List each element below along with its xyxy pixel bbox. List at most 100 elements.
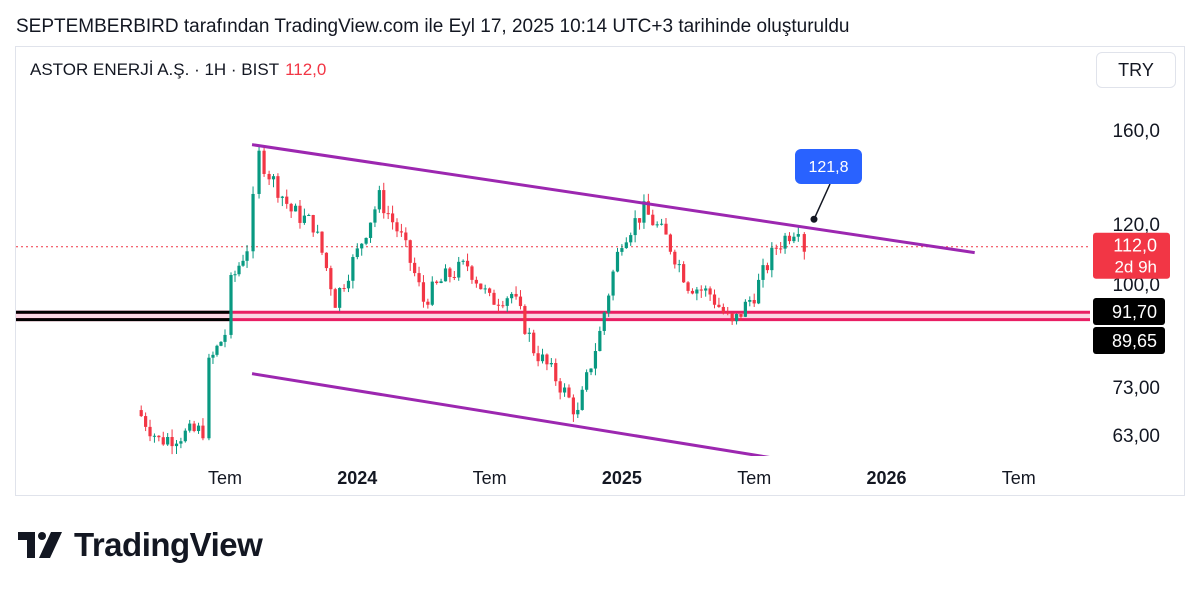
- candle-body[interactable]: [351, 257, 355, 281]
- candle-body[interactable]: [289, 203, 293, 212]
- candle-body[interactable]: [483, 288, 487, 290]
- candle-body[interactable]: [686, 282, 690, 291]
- candle-body[interactable]: [549, 362, 553, 365]
- candle-body[interactable]: [651, 214, 655, 226]
- candle-body[interactable]: [267, 173, 271, 180]
- candle-body[interactable]: [802, 234, 806, 252]
- candle-body[interactable]: [576, 409, 580, 415]
- candle-body[interactable]: [426, 301, 430, 305]
- candle-body[interactable]: [457, 261, 461, 278]
- annotation-anchor[interactable]: [810, 215, 818, 223]
- candle-body[interactable]: [461, 260, 465, 262]
- candle-body[interactable]: [567, 387, 571, 398]
- candle-body[interactable]: [368, 222, 373, 238]
- candle-body[interactable]: [373, 209, 377, 223]
- trendline-lower[interactable]: [251, 372, 798, 462]
- candle-body[interactable]: [166, 437, 170, 445]
- candle-body[interactable]: [241, 260, 245, 266]
- candle-body[interactable]: [540, 354, 545, 362]
- candle-body[interactable]: [677, 264, 681, 266]
- candle-body[interactable]: [329, 268, 333, 290]
- candle-body[interactable]: [404, 232, 408, 241]
- candle-body[interactable]: [743, 301, 747, 317]
- candle-body[interactable]: [721, 306, 725, 313]
- candle-body[interactable]: [554, 362, 558, 382]
- candle-body[interactable]: [488, 288, 492, 293]
- candle-body[interactable]: [607, 295, 611, 313]
- candle-body[interactable]: [382, 190, 386, 214]
- candle-body[interactable]: [223, 334, 227, 342]
- candle-body[interactable]: [360, 243, 364, 249]
- candle-body[interactable]: [734, 314, 739, 322]
- candle-body[interactable]: [338, 288, 342, 308]
- candle-body[interactable]: [682, 264, 686, 283]
- candle-body[interactable]: [748, 299, 752, 302]
- candle-body[interactable]: [174, 443, 179, 447]
- candle-body[interactable]: [562, 387, 567, 393]
- candle-body[interactable]: [192, 423, 196, 432]
- candle-body[interactable]: [257, 150, 261, 194]
- candle-body[interactable]: [170, 437, 174, 447]
- candle-body[interactable]: [518, 296, 523, 307]
- candle-body[interactable]: [673, 251, 677, 265]
- candle-body[interactable]: [298, 205, 302, 223]
- candle-body[interactable]: [496, 304, 501, 306]
- candle-body[interactable]: [311, 215, 315, 233]
- candle-body[interactable]: [474, 279, 478, 284]
- candle-body[interactable]: [443, 268, 448, 282]
- candle-body[interactable]: [233, 274, 237, 276]
- candle-body[interactable]: [139, 410, 143, 417]
- candle-body[interactable]: [479, 283, 483, 290]
- candle-body[interactable]: [302, 215, 306, 223]
- candle-body[interactable]: [501, 305, 505, 307]
- candle-body[interactable]: [293, 205, 298, 212]
- candle-body[interactable]: [333, 289, 337, 308]
- candle-body[interactable]: [285, 196, 289, 204]
- candle-body[interactable]: [271, 176, 276, 180]
- candle-body[interactable]: [514, 293, 518, 297]
- candle-body[interactable]: [536, 353, 540, 362]
- candle-body[interactable]: [148, 426, 152, 437]
- candle-body[interactable]: [611, 271, 615, 296]
- candle-body[interactable]: [642, 201, 646, 223]
- candle-body[interactable]: [211, 354, 215, 358]
- candle-body[interactable]: [690, 290, 695, 294]
- candle-body[interactable]: [523, 306, 527, 334]
- candle-body[interactable]: [571, 397, 575, 415]
- candle-body[interactable]: [580, 389, 584, 410]
- candle-body[interactable]: [188, 423, 192, 431]
- candle-body[interactable]: [765, 265, 770, 271]
- candle-body[interactable]: [399, 231, 403, 233]
- candle-body[interactable]: [465, 260, 470, 267]
- candle-body[interactable]: [602, 312, 606, 331]
- annotation-callout[interactable]: [795, 149, 862, 184]
- candle-body[interactable]: [417, 273, 421, 283]
- candle-body[interactable]: [633, 218, 637, 236]
- tradingview-logo[interactable]: TradingView: [18, 526, 263, 564]
- candle-body[interactable]: [144, 416, 148, 427]
- candle-body[interactable]: [386, 213, 390, 215]
- candle-body[interactable]: [157, 435, 161, 438]
- candle-body[interactable]: [593, 351, 598, 369]
- candle-body[interactable]: [430, 281, 434, 305]
- candle-body[interactable]: [558, 381, 562, 393]
- candle-body[interactable]: [342, 288, 346, 290]
- candle-body[interactable]: [585, 372, 589, 390]
- candle-body[interactable]: [452, 276, 456, 278]
- candle-body[interactable]: [307, 215, 311, 217]
- candle-body[interactable]: [183, 430, 187, 442]
- candle-body[interactable]: [324, 252, 329, 269]
- candle-body[interactable]: [659, 223, 664, 225]
- candle-body[interactable]: [390, 213, 395, 223]
- candle-body[interactable]: [699, 289, 703, 291]
- candle-body[interactable]: [717, 304, 721, 307]
- candle-body[interactable]: [413, 262, 417, 274]
- candle-body[interactable]: [245, 251, 249, 261]
- candle-body[interactable]: [787, 235, 792, 242]
- candle-body[interactable]: [757, 279, 761, 304]
- candle-body[interactable]: [377, 190, 381, 210]
- trendline-upper[interactable]: [251, 143, 975, 255]
- candle-body[interactable]: [752, 299, 756, 304]
- candle-body[interactable]: [664, 223, 668, 235]
